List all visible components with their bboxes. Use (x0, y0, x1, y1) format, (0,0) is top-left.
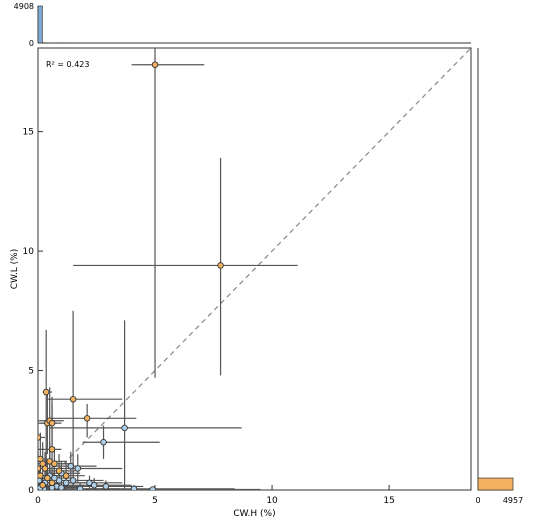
data-point (83, 415, 91, 422)
data-point (69, 395, 77, 403)
data-point (62, 479, 70, 487)
top-hist-tick-label: 4908 (14, 2, 34, 11)
data-point (69, 477, 77, 484)
data-point (149, 486, 156, 490)
data-point (51, 460, 58, 467)
y-tick-label: 10 (23, 247, 35, 257)
x-tick-label: 5 (152, 496, 158, 506)
data-point (41, 465, 49, 472)
data-point (44, 474, 51, 482)
identity-line (37, 47, 472, 491)
right-hist-tick-label: 0 (475, 496, 480, 505)
x-axis-label: CW.H (%) (233, 509, 275, 519)
data-point (58, 484, 65, 490)
data-point (48, 446, 56, 453)
data-point (217, 262, 224, 269)
data-point (74, 465, 82, 472)
data-point (76, 485, 84, 490)
y-axis-label: CW.L (%) (10, 249, 20, 289)
data-point (90, 481, 98, 489)
x-tick-label: 0 (35, 496, 41, 506)
data-point (67, 462, 75, 470)
data-point (48, 479, 56, 487)
top-hist-bar (37, 5, 43, 44)
data-point (38, 472, 44, 479)
y-tick-label: 15 (23, 128, 34, 138)
data-point (38, 434, 42, 441)
data-point (130, 485, 138, 490)
x-tick-label: 15 (383, 496, 394, 506)
y-tick-label: 5 (28, 367, 34, 377)
data-point (121, 424, 128, 432)
right-hist-bar (477, 477, 514, 491)
r-squared-annotation: R² = 0.423 (46, 60, 89, 69)
data-point (39, 481, 46, 489)
data-point (42, 388, 50, 396)
data-point (38, 465, 42, 472)
right-hist-tick-label: 4957 (503, 496, 523, 505)
data-point (102, 483, 110, 490)
y-tick-label: 0 (28, 486, 34, 496)
data-point (100, 438, 107, 446)
data-point (55, 467, 63, 475)
top-hist-tick-label: 0 (29, 39, 34, 48)
data-point (48, 419, 56, 427)
x-tick-label: 10 (266, 496, 278, 506)
data-point (62, 472, 70, 479)
data-layer (38, 48, 298, 490)
data-point (151, 61, 159, 68)
